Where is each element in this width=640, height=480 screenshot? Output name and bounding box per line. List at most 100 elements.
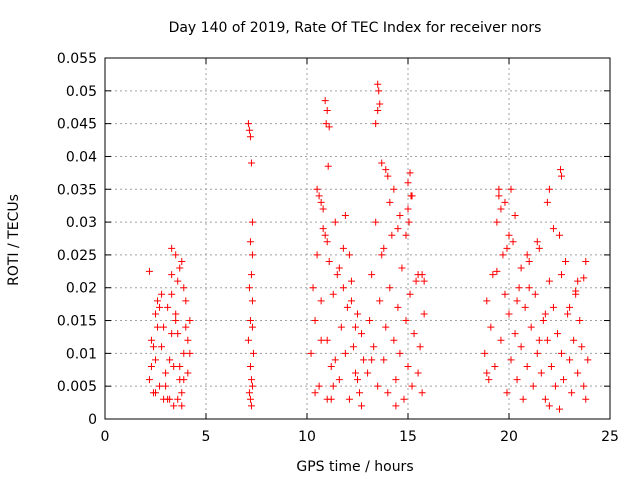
data-point: [164, 303, 172, 311]
data-point: [182, 323, 190, 331]
data-point: [354, 310, 361, 318]
data-point: [418, 271, 426, 279]
data-point: [180, 284, 188, 292]
data-point: [406, 169, 414, 177]
y-tick-label: 0.035: [57, 182, 97, 198]
x-tick-label: 20: [500, 429, 518, 445]
data-point: [390, 336, 398, 344]
data-point: [497, 205, 505, 213]
data-point: [372, 218, 380, 226]
data-point: [245, 284, 253, 292]
data-point: [249, 349, 257, 357]
data-point: [360, 356, 368, 364]
data-point: [158, 290, 166, 298]
data-point: [356, 389, 364, 397]
data-point: [313, 251, 321, 259]
data-point: [566, 303, 574, 311]
y-tick-label: 0: [88, 412, 97, 428]
data-point: [511, 212, 519, 220]
data-point: [162, 382, 170, 390]
data-point: [499, 251, 507, 259]
data-point: [168, 290, 176, 298]
data-point: [414, 369, 422, 377]
data-point: [248, 251, 256, 259]
data-point: [384, 389, 392, 397]
data-point: [507, 185, 515, 193]
data-point: [501, 198, 509, 206]
data-point: [572, 287, 580, 295]
data-point: [339, 244, 347, 252]
data-point: [535, 336, 543, 344]
data-point: [515, 284, 523, 292]
data-point: [543, 336, 551, 344]
data-point: [248, 297, 256, 305]
data-point: [384, 172, 392, 180]
y-tick-label: 0.005: [57, 379, 97, 395]
data-point: [184, 336, 192, 344]
data-point: [485, 376, 493, 384]
data-point: [246, 133, 254, 141]
data-point: [327, 395, 335, 403]
data-point: [247, 402, 255, 410]
data-point: [560, 376, 568, 384]
data-point: [392, 376, 400, 384]
data-point: [160, 323, 168, 331]
data-point: [335, 376, 343, 384]
data-point: [168, 330, 176, 338]
data-point: [154, 323, 162, 331]
data-point: [311, 389, 319, 397]
y-tick-label: 0.01: [66, 346, 97, 362]
data-point: [186, 349, 194, 357]
data-point: [164, 395, 172, 403]
data-point: [378, 251, 386, 259]
data-point: [248, 218, 256, 226]
data-point: [331, 356, 339, 364]
data-point: [317, 297, 325, 305]
data-point: [404, 179, 412, 187]
data-point: [533, 238, 541, 246]
data-point: [543, 198, 551, 206]
data-point: [372, 120, 380, 128]
data-point: [354, 376, 361, 384]
data-point: [368, 356, 376, 364]
data-point: [562, 257, 570, 265]
data-point: [529, 382, 537, 390]
data-point: [323, 107, 331, 115]
data-point: [416, 343, 424, 351]
data-point: [319, 225, 327, 233]
data-point: [556, 231, 563, 239]
y-tick-label: 0.04: [66, 149, 97, 165]
data-point: [519, 395, 527, 403]
data-point: [493, 267, 501, 275]
data-point: [493, 218, 501, 226]
data-point: [545, 185, 553, 193]
data-point: [248, 382, 256, 390]
data-point: [325, 123, 333, 131]
data-point: [329, 382, 337, 390]
data-point: [184, 369, 192, 377]
data-point: [509, 238, 517, 246]
data-point: [503, 244, 511, 252]
data-point: [327, 362, 335, 370]
data-point: [513, 297, 521, 305]
data-point: [566, 356, 574, 364]
data-point: [313, 185, 321, 193]
data-point: [244, 336, 252, 344]
data-point: [558, 172, 566, 180]
data-point: [382, 323, 390, 331]
data-point: [541, 395, 549, 403]
data-point: [545, 402, 553, 410]
data-point: [321, 231, 329, 239]
data-point: [247, 271, 255, 279]
data-point: [402, 231, 410, 239]
data-point: [576, 317, 584, 325]
data-point: [582, 257, 590, 265]
data-point: [380, 244, 388, 252]
data-point: [145, 376, 153, 384]
data-point: [337, 323, 345, 331]
data-point: [412, 277, 420, 285]
data-point: [407, 192, 415, 200]
data-point: [380, 356, 388, 364]
data-point: [152, 356, 159, 364]
